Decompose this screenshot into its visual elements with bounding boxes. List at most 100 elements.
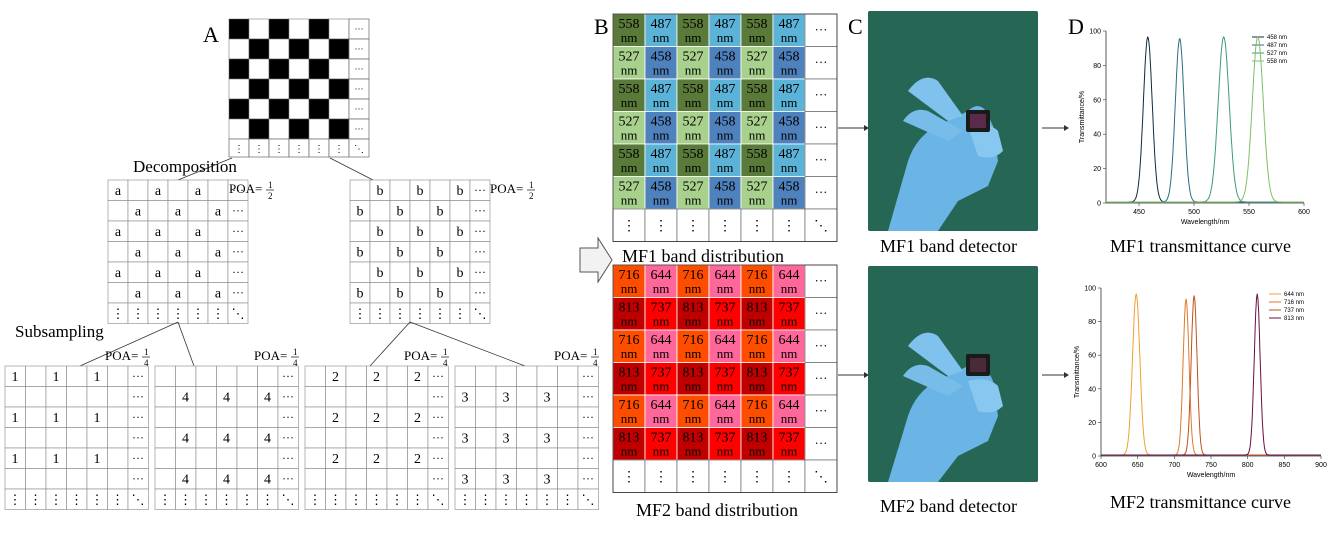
- band-unit: nm: [685, 346, 702, 361]
- grid-letter: b: [357, 287, 364, 302]
- grid-letter: b: [377, 184, 384, 199]
- grid-letter: a: [175, 246, 182, 261]
- band-unit: nm: [749, 281, 766, 296]
- grid-number: 3: [462, 391, 469, 406]
- band-value: 458: [651, 115, 672, 130]
- band-value: 527: [747, 115, 768, 130]
- hand-holding-detector-image: [868, 266, 1038, 482]
- grid-letter: b: [357, 205, 364, 220]
- band-unit: nm: [621, 63, 638, 78]
- vdots-label: ⋮: [350, 492, 363, 507]
- grid-cell: [676, 459, 710, 493]
- vdots-label: ⋮: [159, 492, 172, 507]
- grid-number: 1: [94, 370, 101, 385]
- legend-label: 487 nm: [1267, 43, 1287, 49]
- ellipsis-label: ···: [232, 224, 244, 238]
- band-unit: nm: [781, 30, 798, 45]
- band-value: 644: [651, 398, 672, 413]
- y-tick-label: 40: [1093, 132, 1101, 139]
- poa-label: POA=: [554, 348, 587, 363]
- mf2-band-distribution-caption: MF2 band distribution: [636, 500, 798, 520]
- band-unit: nm: [685, 281, 702, 296]
- band-value: 813: [619, 301, 640, 316]
- legend-label: 813 nm: [1284, 316, 1304, 322]
- band-value: 716: [747, 333, 768, 348]
- ellipsis-label: ···: [282, 369, 294, 383]
- grid-number: 3: [503, 391, 510, 406]
- grid-letter: a: [115, 266, 122, 281]
- band-unit: nm: [685, 379, 702, 394]
- band-unit: nm: [749, 63, 766, 78]
- band-value: 813: [747, 431, 768, 446]
- grid-number: 2: [332, 411, 339, 426]
- y-tick-label: 100: [1089, 29, 1101, 36]
- vdots-label: ⋮: [750, 470, 764, 485]
- ellipsis-label: ···: [432, 369, 444, 383]
- ellipsis-label: ···: [282, 390, 294, 404]
- grid-cell: [804, 143, 838, 177]
- y-tick-label: 100: [1084, 286, 1096, 293]
- decomposition-grid-b: b b bb b bb b bb b bb b bb b b··················⋮ ⋮ ⋮ ⋮…: [349, 179, 535, 324]
- grid-number: 1: [94, 411, 101, 426]
- panel-label-a: A: [203, 22, 219, 47]
- band-cell: [644, 362, 678, 396]
- poa-denominator: 2: [529, 191, 534, 201]
- grid-number: 1: [53, 452, 60, 467]
- poa-label: POA=: [404, 348, 437, 363]
- band-value: 487: [779, 82, 800, 97]
- ellipsis-label: ···: [582, 410, 594, 424]
- band-unit: nm: [621, 95, 638, 110]
- y-axis-label: Transmittance/%: [1074, 346, 1081, 398]
- grid-letter: a: [115, 225, 122, 240]
- band-unit: nm: [749, 314, 766, 329]
- vdots-label: ⋮: [314, 144, 324, 155]
- grid-cell: [804, 297, 838, 331]
- band-value: 487: [651, 82, 672, 97]
- poa-numerator: 1: [593, 347, 598, 357]
- band-value: 644: [651, 333, 672, 348]
- band-unit: nm: [621, 346, 638, 361]
- band-value: 644: [715, 268, 736, 283]
- band-unit: nm: [781, 95, 798, 110]
- band-value: 527: [747, 50, 768, 65]
- series-line: [1101, 293, 1321, 456]
- grid-number: 2: [414, 411, 421, 426]
- grid-number: 3: [544, 473, 551, 488]
- band-value: 458: [779, 50, 800, 65]
- vdots-label: ⋮: [309, 492, 322, 507]
- band-unit: nm: [621, 160, 638, 175]
- grid-cell: [740, 208, 774, 242]
- ellipsis-label: ···: [355, 24, 364, 34]
- band-cell: [644, 111, 678, 145]
- ellipsis-label: ···: [582, 369, 594, 383]
- band-cell: [676, 143, 710, 177]
- band-unit: nm: [717, 346, 734, 361]
- ellipsis-label: ···: [474, 286, 486, 300]
- ellipsis-label: ···: [132, 369, 144, 383]
- ellipsis-label: ···: [815, 371, 828, 386]
- band-unit: nm: [653, 346, 670, 361]
- connector-line: [79, 321, 179, 367]
- band-value: 644: [651, 268, 672, 283]
- ellipsis-label: ···: [582, 390, 594, 404]
- grid-cell: [577, 488, 599, 510]
- band-unit: nm: [781, 193, 798, 208]
- band-value: 813: [683, 366, 704, 381]
- grid-number: 4: [264, 432, 271, 447]
- ellipsis-label: ···: [815, 306, 828, 321]
- band-value: 527: [683, 180, 704, 195]
- band-unit: nm: [621, 193, 638, 208]
- band-value: 558: [747, 82, 768, 97]
- grid-letter: b: [457, 266, 464, 281]
- grid-number: 3: [503, 473, 510, 488]
- grid-cell: [708, 459, 742, 493]
- ellipsis-label: ···: [355, 64, 364, 74]
- band-value: 813: [683, 301, 704, 316]
- ellipsis-label: ···: [582, 451, 594, 465]
- band-value: 737: [651, 301, 672, 316]
- x-tick-label: 500: [1188, 209, 1200, 216]
- band-value: 487: [779, 17, 800, 32]
- band-cell: [772, 46, 806, 80]
- grid-letter: a: [115, 184, 122, 199]
